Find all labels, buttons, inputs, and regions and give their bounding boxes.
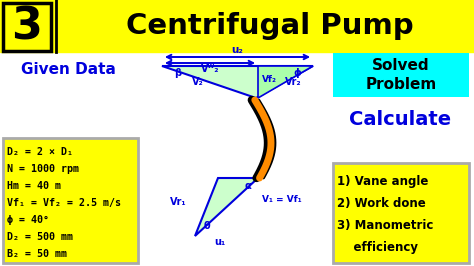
Text: Vf₂: Vf₂ [262,74,277,84]
Text: D₂ = 500 mm: D₂ = 500 mm [7,232,73,242]
Text: 2) Work done: 2) Work done [337,197,426,210]
Text: B₂ = 50 mm: B₂ = 50 mm [7,249,67,259]
Text: ϕ = 40°: ϕ = 40° [7,215,49,225]
Text: Calculate: Calculate [349,110,451,129]
Polygon shape [258,66,313,98]
Text: V₁ = Vf₁: V₁ = Vf₁ [262,194,301,203]
Text: N = 1000 rpm: N = 1000 rpm [7,164,79,174]
FancyBboxPatch shape [333,163,469,263]
Text: V₂: V₂ [192,77,204,87]
Bar [0,52,474,266]
Text: Vr₁: Vr₁ [170,197,187,207]
Text: Given Data: Given Data [20,62,116,77]
Text: α: α [245,181,251,191]
Text: Centrifugal Pump: Centrifugal Pump [126,12,414,40]
Text: u₂: u₂ [232,45,244,55]
Polygon shape [195,178,258,236]
Text: Vr₂: Vr₂ [285,77,302,87]
Text: efficiency: efficiency [337,240,418,253]
FancyBboxPatch shape [3,3,51,51]
Text: 3) Manometric: 3) Manometric [337,218,433,231]
FancyBboxPatch shape [333,53,469,97]
Text: 1) Vane angle: 1) Vane angle [337,174,428,188]
Text: D₂ = 2 × D₁: D₂ = 2 × D₁ [7,147,73,157]
Text: Solved
Problem: Solved Problem [365,58,437,92]
Text: Hm = 40 m: Hm = 40 m [7,181,61,191]
Text: Vf₁ = Vf₂ = 2.5 m/s: Vf₁ = Vf₂ = 2.5 m/s [7,198,121,208]
FancyBboxPatch shape [3,138,138,263]
Text: Vᵂ₂: Vᵂ₂ [201,64,219,74]
Polygon shape [162,66,313,98]
Text: θ: θ [204,221,210,231]
Bar [0,0,474,52]
Text: β: β [174,68,182,78]
Text: ϕ: ϕ [293,68,301,78]
Text: 3: 3 [11,6,43,48]
Text: u₁: u₁ [214,237,226,247]
